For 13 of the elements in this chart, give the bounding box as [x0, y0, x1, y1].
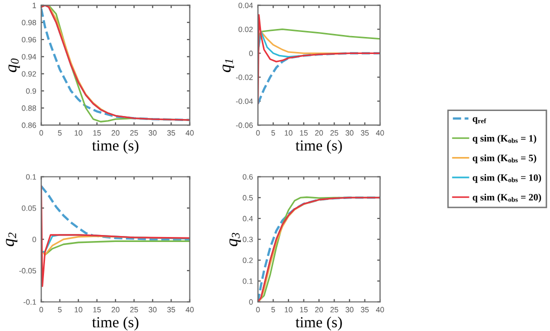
- x-axis-title: time (s): [92, 316, 138, 330]
- y-axis-title: q$_{2}$: [6, 232, 18, 246]
- x-axis-title: time (s): [92, 140, 138, 154]
- legend-label: q sim (K$_{obs}$ = 10): [472, 174, 542, 183]
- legend-label: q sim (K$_{obs}$ = 20): [472, 194, 542, 202]
- y-axis-title: q$_{3}$: [229, 232, 241, 246]
- legend-label: q sim (K$_{obs}$ = 1): [472, 134, 536, 144]
- y-axis-title: q$_{1}$: [222, 60, 234, 72]
- y-axis-title: q$_{0}$: [8, 58, 20, 72]
- legend-label: q sim (K$_{obs}$ = 5): [472, 154, 536, 164]
- legend-label: q$_{ref}$: [472, 117, 486, 124]
- x-axis-title: time (s): [296, 316, 342, 330]
- x-axis-title: time (s): [296, 140, 342, 154]
